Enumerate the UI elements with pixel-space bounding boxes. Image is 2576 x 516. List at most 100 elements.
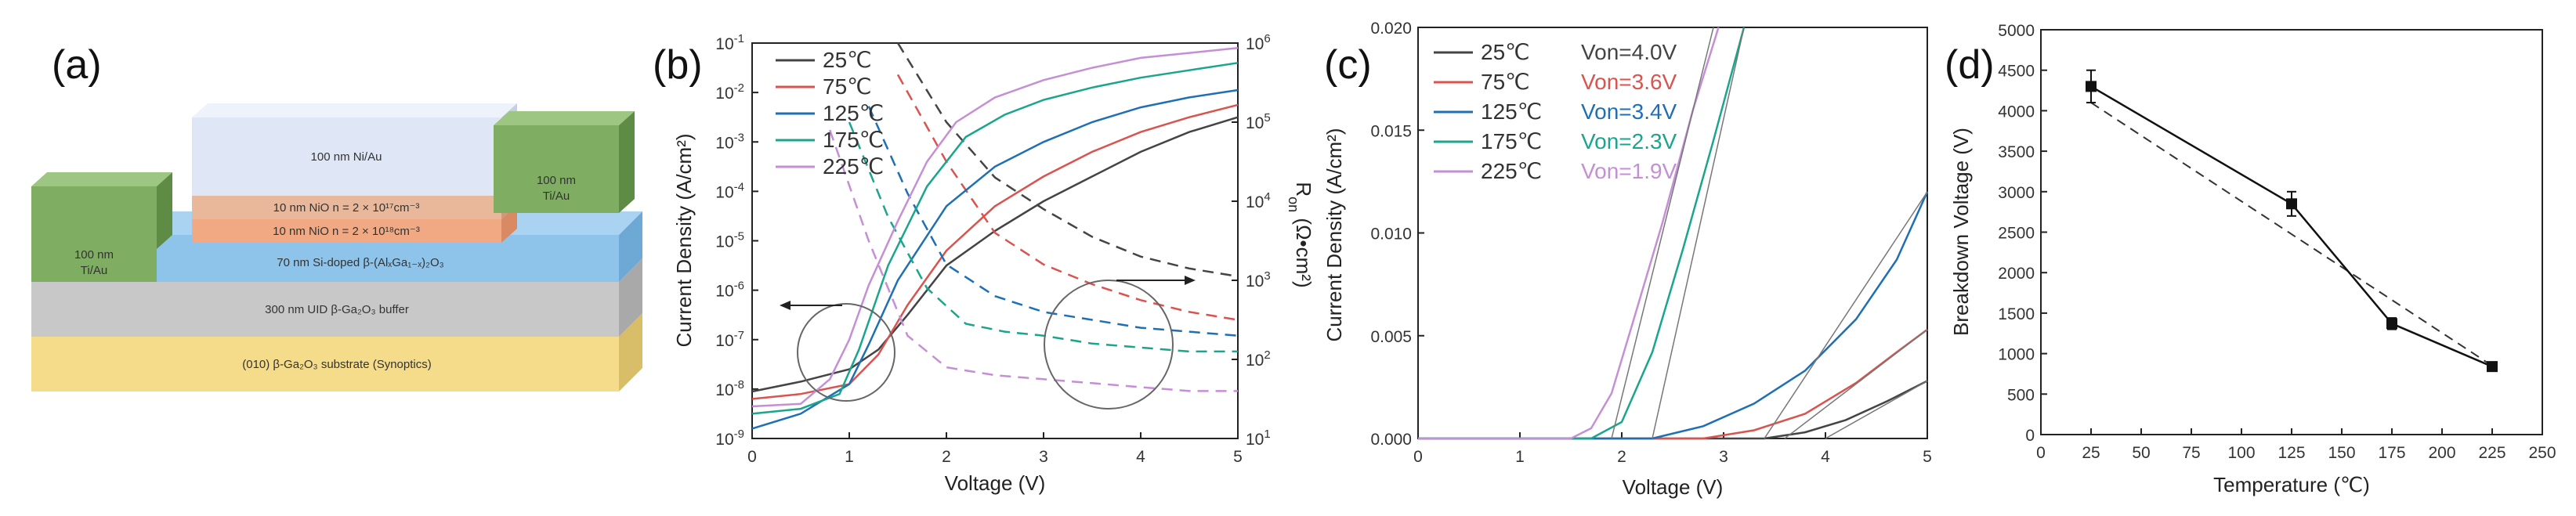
chart-d-data-point — [2086, 81, 2097, 92]
chart-c-series-line — [1418, 27, 1746, 440]
substrate-side — [619, 313, 642, 392]
chart-b-series-ron-line — [896, 74, 1239, 321]
chart-c-legend-von: Von=2.3V — [1581, 129, 1677, 153]
chart-b: 0 1 2 3 4 5 10-9 10-8 10-7 10-6 10-5 10-4 10-3 10-2 10… — [672, 32, 1315, 495]
chart-b-arrowhead-right — [1185, 276, 1196, 285]
chart-c-ytick-label: 0.020 — [1370, 20, 1412, 38]
chart-b-ytick-label: 10-7 — [715, 329, 744, 350]
nio-top-front — [192, 196, 501, 219]
chart-b-series-ron-line — [829, 129, 1238, 392]
chart-b-series-jv-line — [751, 116, 1239, 393]
chart-c-xtick-label: 5 — [1923, 448, 1932, 466]
substrate-front — [31, 337, 619, 392]
contact-left-top — [31, 172, 172, 186]
nio-bottom-side — [501, 205, 517, 243]
chart-d-ytick-label: 5000 — [1998, 22, 2035, 40]
chart-d-xtick-label: 200 — [2428, 444, 2455, 462]
chart-b-ytick-label: 10-6 — [715, 280, 744, 301]
contact-left-label-2: Ti/Au — [81, 264, 107, 277]
chart-d-xlabel: Temperature (℃) — [2213, 473, 2370, 496]
contact-right-label-2: Ti/Au — [543, 189, 570, 203]
chart-d-ytick-label: 1500 — [1998, 305, 2035, 323]
buffer-side — [619, 258, 642, 337]
chart-c-xtick-label: 3 — [1719, 448, 1728, 466]
chart-c-xlabel: Voltage (V) — [1623, 475, 1724, 499]
chart-b-series-ron-line — [848, 121, 1238, 353]
chart-c-tangent-line — [1784, 329, 1928, 439]
chart-b-legend-label: 25℃ — [823, 48, 872, 72]
chart-c-legend-von: Von=4.0V — [1581, 40, 1677, 64]
cap-label: 100 nm Ni/Au — [311, 150, 382, 164]
chart-c-series-line — [1418, 191, 1929, 440]
chart-b-ytick-label: 10-5 — [715, 230, 744, 251]
chart-d-ytick-label: 1000 — [1998, 346, 2035, 364]
chart-d-xtick-label: 0 — [2036, 444, 2046, 462]
chart-b-legend-label: 175℃ — [823, 128, 884, 152]
chart-d-fit-line — [2090, 102, 2493, 366]
cap-top — [192, 103, 517, 117]
buffer-label: 300 nm UID β-Ga₂O₃ buffer — [265, 303, 409, 316]
chart-b-xtick-label: 3 — [1039, 448, 1048, 466]
chart-c-legend: 25℃ Von=4.0V 75℃ Von=3.6V 125℃ Von=3.4V 175℃ Vo… — [1434, 40, 1677, 183]
chart-d-xtick-label: 25 — [2082, 444, 2100, 462]
chart-b-y2tick-label: 106 — [1246, 32, 1271, 53]
chart-c-series-line — [1418, 380, 1928, 440]
chart-c-ytick-label: 0.015 — [1370, 122, 1412, 140]
chart-b-xtick-label: 0 — [747, 448, 757, 466]
chart-d-data-line — [2090, 85, 2493, 368]
chart-d-ytick-label: 4500 — [1998, 63, 2035, 81]
channel-label: 70 nm Si-doped β-(AlₓGa₁₋ₓ)₂O₃ — [277, 256, 443, 269]
chart-c-tangent-line — [1825, 380, 1928, 439]
chart-d-xtick-label: 125 — [2278, 444, 2305, 462]
panel-label-b: (b) — [653, 42, 703, 88]
substrate-label: (010) β-Ga₂O₃ substrate (Synoptics) — [242, 358, 431, 371]
chart-c-tangent-line — [1611, 27, 1714, 439]
chart-c-ytick-label: 0.005 — [1370, 328, 1412, 346]
chart-c-legend-label: 25℃ — [1481, 40, 1530, 64]
buffer-front — [31, 282, 619, 337]
chart-c-tangent-line — [1764, 191, 1928, 439]
chart-d-ytick-label: 0 — [2025, 427, 2035, 445]
chart-d-ytick-label: 500 — [2007, 386, 2035, 404]
panel-label-d: (d) — [1945, 42, 1995, 88]
chart-d-ytick-label: 4000 — [1998, 103, 2035, 121]
chart-d-xtick-label: 75 — [2182, 444, 2200, 462]
chart-b-series-ron-line — [896, 42, 1239, 278]
chart-c-ytick-label: 0.010 — [1370, 226, 1412, 244]
chart-b-xlabel: Voltage (V) — [945, 471, 1046, 495]
channel-side — [619, 211, 642, 282]
chart-d-ytick-label: 2000 — [1998, 265, 2035, 283]
chart-c-legend-label: 175℃ — [1481, 129, 1542, 153]
contact-right-label-1: 100 nm — [537, 174, 576, 187]
chart-c-legend-label: 75℃ — [1481, 70, 1530, 94]
nio-top-label: 10 nm NiO n = 2 × 10¹⁷cm⁻³ — [273, 201, 420, 215]
contact-left-side — [157, 172, 172, 249]
contact-right-top — [494, 111, 635, 125]
chart-d-xtick-label: 50 — [2132, 444, 2150, 462]
chart-d-data-point — [2487, 361, 2498, 373]
chart-b-y2tick-label: 101 — [1246, 428, 1271, 449]
chart-b-series-jv-line — [751, 62, 1239, 415]
device-schematic: 100 nm Ni/Au 10 nm NiO n = 2 × 10¹⁷cm⁻³ … — [31, 103, 642, 392]
channel-front — [31, 235, 619, 282]
chart-b-circle-left — [797, 303, 895, 402]
chart-b-xtick-label: 4 — [1136, 448, 1145, 466]
chart-c-ytick-label: 0.000 — [1370, 431, 1412, 449]
chart-b-ytick-label: 10-3 — [715, 131, 744, 152]
chart-b-legend-label: 225℃ — [823, 154, 884, 179]
nio-bottom-label: 10 nm NiO n = 2 × 10¹⁸cm⁻³ — [273, 225, 420, 238]
cap-front — [192, 117, 501, 196]
chart-b-arrowhead-left — [780, 301, 791, 310]
chart-d: 0 25 50 75 100 125 150 175 200 225 250050010001500… — [1949, 22, 2556, 496]
chart-c-legend-von: Von=3.6V — [1581, 70, 1677, 94]
chart-b-y2tick-label: 104 — [1246, 190, 1271, 211]
chart-d-xtick-label: 150 — [2328, 444, 2355, 462]
chart-d-ytick-label: 2500 — [1998, 225, 2035, 243]
chart-b-y2label: Ron (Ω•cm²) — [1286, 182, 1315, 287]
chart-c: 0 1 2 3 4 5 0.000 0.005 0.010 0.015 0.020 25℃ Von=4… — [1322, 20, 1932, 499]
chart-d-data-point — [2386, 318, 2397, 330]
chart-d-xtick-label: 100 — [2227, 444, 2255, 462]
contact-left-label-1: 100 nm — [74, 248, 114, 262]
